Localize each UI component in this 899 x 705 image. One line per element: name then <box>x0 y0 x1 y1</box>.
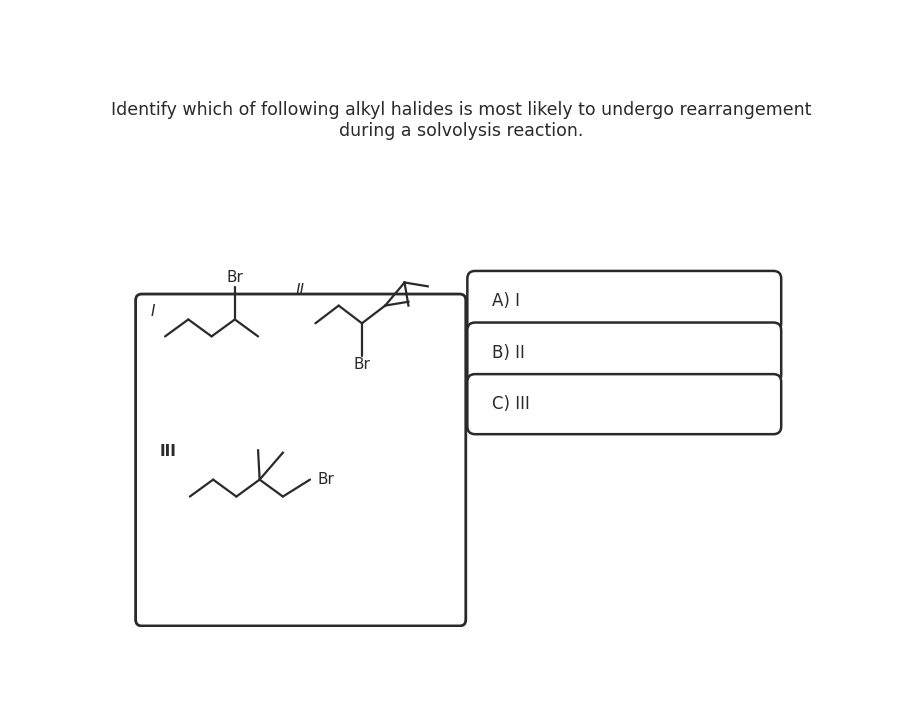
Text: I: I <box>150 305 155 319</box>
Text: Br: Br <box>317 472 334 487</box>
Text: Br: Br <box>227 271 244 286</box>
Text: B) II: B) II <box>492 343 525 362</box>
Text: C) III: C) III <box>492 395 530 413</box>
FancyBboxPatch shape <box>467 322 781 383</box>
Text: during a solvolysis reaction.: during a solvolysis reaction. <box>339 122 583 140</box>
FancyBboxPatch shape <box>467 374 781 434</box>
Text: A) I: A) I <box>492 292 521 310</box>
Text: III: III <box>160 444 176 460</box>
FancyBboxPatch shape <box>136 294 466 626</box>
Text: Br: Br <box>353 357 370 372</box>
Text: Identify which of following alkyl halides is most likely to undergo rearrangemen: Identify which of following alkyl halide… <box>111 101 811 119</box>
Text: II: II <box>296 283 305 298</box>
FancyBboxPatch shape <box>467 271 781 331</box>
